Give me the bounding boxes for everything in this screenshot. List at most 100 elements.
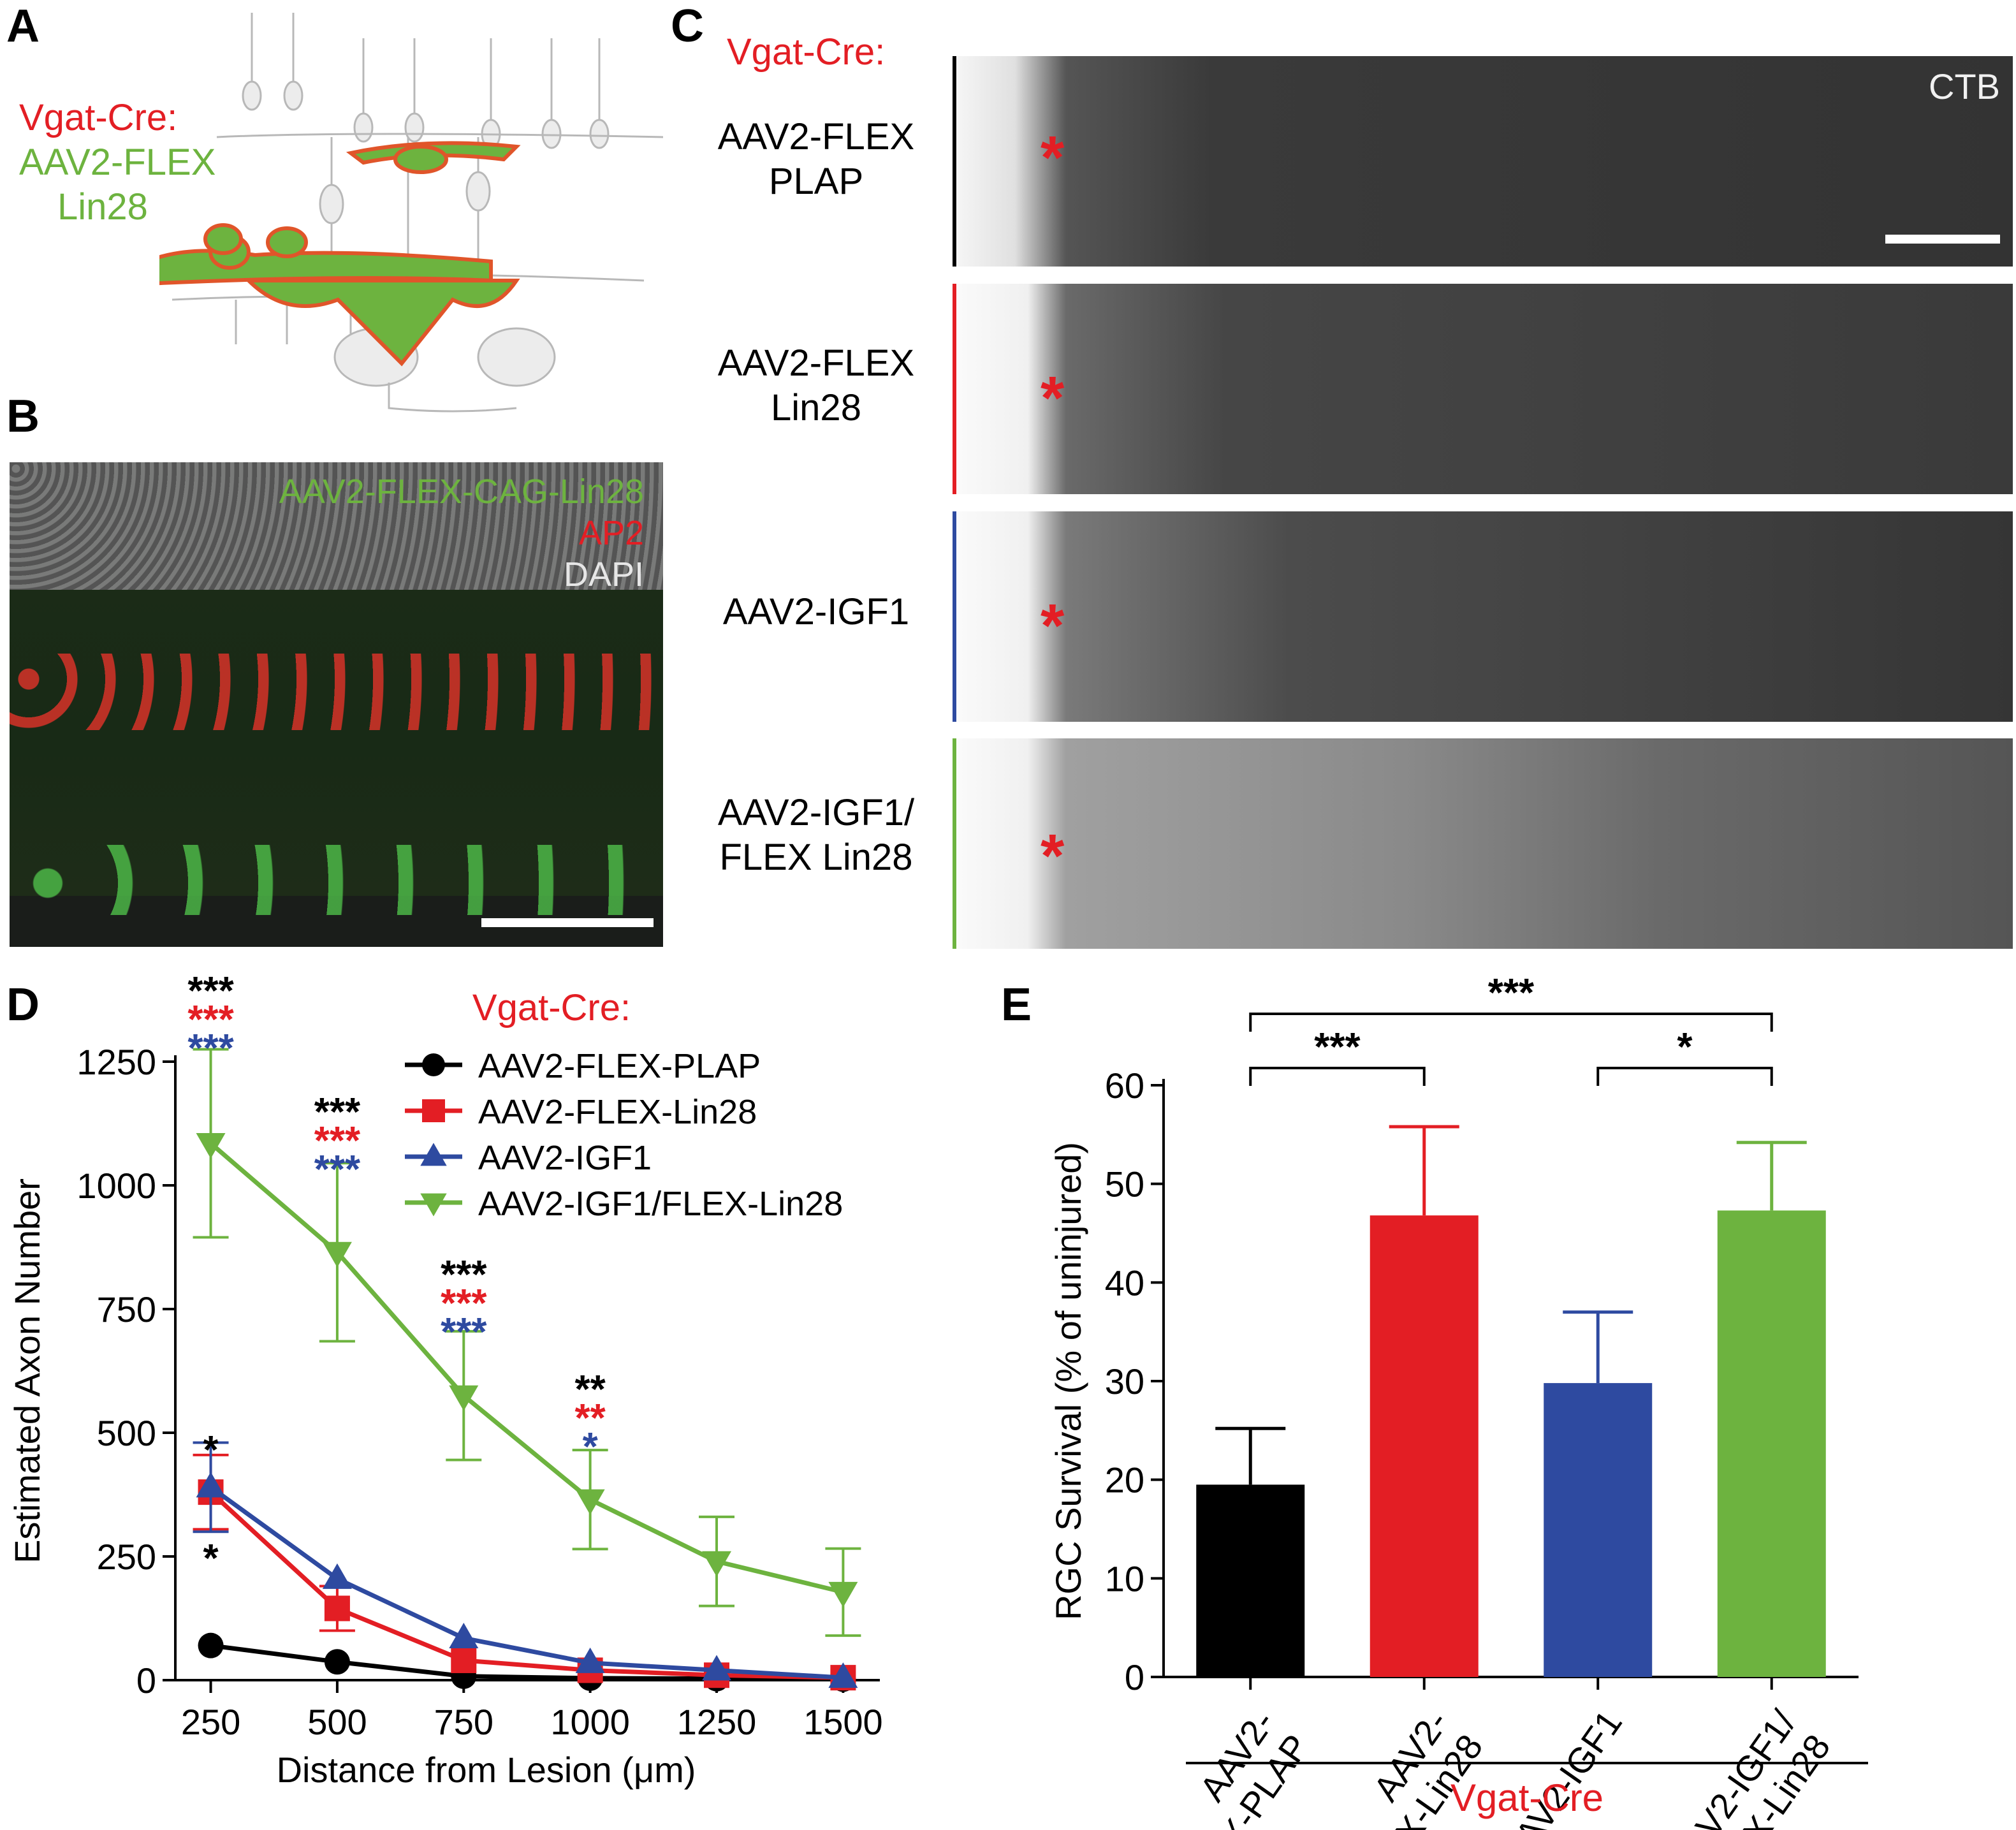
nerve-label-igf1: AAV2-IGF1 — [682, 590, 950, 634]
panel-letter-b: B — [6, 391, 40, 442]
significance-marker: *** — [187, 998, 234, 1042]
panel-letter-a: A — [6, 1, 40, 52]
bar-1 — [1370, 1215, 1479, 1677]
nerve-row-bar-lin28 — [953, 284, 956, 494]
retina-micrograph: AAV2-FLEX-CAG-Lin28 AP2 DAPI — [10, 462, 663, 947]
y-tick-label: 30 — [1105, 1361, 1144, 1402]
data-point — [702, 1655, 732, 1681]
series-line — [209, 1490, 844, 1680]
data-point — [828, 1662, 858, 1688]
nerve-label-combo-line1: AAV2-IGF1/ — [717, 792, 915, 833]
x-tick-label: 1250 — [677, 1702, 757, 1742]
x-tick-label: 750 — [434, 1702, 493, 1742]
significance-marker: *** — [314, 1090, 361, 1134]
data-point — [198, 1632, 224, 1658]
y-axis-label: RGC Survival (% of uninjured) — [1048, 1142, 1088, 1620]
data-point — [575, 1647, 605, 1673]
stain-label: CTB — [1929, 66, 2000, 106]
significance-marker: * — [203, 1537, 219, 1581]
rgc-survival-chart: 0 10 20 30 40 50 60 RGC Survival (% of uninjure… — [1048, 976, 1868, 1830]
panel-letter-d: D — [6, 979, 40, 1030]
nerve-row-bar-plap — [953, 56, 956, 267]
data-point — [828, 1581, 858, 1607]
dapi-nuclear-layer — [10, 462, 663, 590]
significance-marker: *** — [441, 1282, 487, 1326]
y-tick-label: 50 — [1105, 1164, 1144, 1204]
series-line — [210, 1643, 844, 1681]
amacrine-cells-highlight — [159, 141, 521, 367]
lesion-asterisk-lin28: * — [1041, 364, 1065, 432]
nerve-label-lin28-line2: Lin28 — [771, 387, 861, 428]
significance-bracket — [1249, 1013, 1773, 1032]
legend-marker — [422, 1053, 445, 1076]
panel-letter-c: C — [671, 1, 704, 52]
legend-label: AAV2-FLEX-Lin28 — [478, 1093, 757, 1131]
panel-letter-e: E — [1001, 979, 1032, 1030]
significance-marker: *** — [441, 1310, 487, 1354]
significance-marker: *** — [314, 1148, 361, 1192]
ganglion-layer — [10, 845, 663, 915]
x-tick-label: 1000 — [550, 1702, 630, 1742]
series-line — [209, 1141, 844, 1595]
bar-0 — [1196, 1484, 1305, 1677]
y-tick-label: 40 — [1105, 1263, 1144, 1303]
x-tick-label: 1500 — [803, 1702, 883, 1742]
lesion-asterisk-igf1: * — [1041, 592, 1065, 660]
nerve-label-combo-line2: FLEX Lin28 — [719, 837, 913, 878]
y-tick-label: 60 — [1105, 1065, 1144, 1106]
x-tick-label: 250 — [181, 1702, 240, 1742]
label-ap2: AP2 — [578, 514, 644, 552]
label-lin28: AAV2-FLEX-CAG-Lin28 — [279, 472, 644, 511]
data-point — [575, 1489, 605, 1515]
nerve-image-lin28: * — [958, 284, 2013, 494]
nerve-scale-bar — [1885, 235, 2000, 244]
y-tick-label: 0 — [1125, 1657, 1144, 1697]
retina-schematic — [159, 13, 664, 413]
panel-a-labels: Vgat-Cre: AAV2-FLEX Lin28 — [19, 96, 255, 230]
panel-c-header: Vgat-Cre: — [727, 31, 886, 73]
photoreceptor-layer — [172, 13, 664, 413]
data-point — [322, 1563, 352, 1589]
lesion-asterisk-plap: * — [1041, 124, 1065, 192]
nerve-label-lin28-line1: AAV2-FLEX — [717, 342, 915, 384]
nerve-label-igf1-line1: AAV2-IGF1 — [722, 591, 910, 633]
nerve-row-bar-combo — [953, 738, 956, 949]
data-point — [451, 1647, 477, 1673]
legend-label: AAV2-IGF1 — [478, 1139, 652, 1177]
data-point — [324, 1595, 350, 1621]
series-line — [209, 1485, 844, 1680]
cell-layer — [10, 654, 663, 730]
significance-marker: *** — [187, 1027, 234, 1071]
y-tick-label: 0 — [136, 1660, 156, 1701]
y-tick-label: 1000 — [77, 1166, 156, 1206]
panel-a-line3: Lin28 — [57, 186, 148, 228]
label-dapi: DAPI — [563, 555, 644, 594]
legend-title: Vgat-Cre: — [472, 987, 631, 1028]
significance-label: *** — [1488, 976, 1535, 1015]
data-point — [702, 1551, 732, 1577]
legend-label: AAV2-IGF1/FLEX-Lin28 — [478, 1185, 843, 1223]
nerve-label-combo: AAV2-IGF1/ FLEX Lin28 — [682, 791, 950, 880]
significance-marker: *** — [187, 976, 234, 1013]
panel-a-line1: Vgat-Cre: — [19, 97, 178, 138]
nerve-label-lin28: AAV2-FLEX Lin28 — [682, 341, 950, 430]
nerve-label-plap-line1: AAV2-FLEX — [717, 116, 915, 157]
data-point — [322, 1241, 352, 1268]
significance-marker: * — [583, 1425, 599, 1469]
series-AAV2-FLEX-PLAP — [198, 1632, 856, 1692]
nerve-label-plap: AAV2-FLEX PLAP — [682, 115, 950, 204]
legend-marker — [420, 1143, 447, 1166]
y-axis-label: Estimated Axon Number — [7, 1178, 47, 1563]
significance-marker: * — [203, 1428, 219, 1472]
nerve-row-bar-igf1 — [953, 511, 956, 722]
bar-3 — [1717, 1210, 1826, 1677]
bar-2 — [1544, 1383, 1653, 1677]
y-tick-label: 20 — [1105, 1460, 1144, 1500]
x-axis-label: Distance from Lesion (μm) — [277, 1750, 696, 1790]
y-tick-label: 10 — [1105, 1558, 1144, 1599]
group-label: Vgat-Cre — [1450, 1776, 1603, 1819]
y-tick-label: 500 — [97, 1413, 156, 1453]
legend: Vgat-Cre: AAV2-FLEX-PLAP AAV2-FLEX-Lin28 AA… — [405, 987, 843, 1223]
significance-marker: ** — [575, 1368, 606, 1412]
category-label: AAV2-FLEX-PLAP — [1173, 1703, 1317, 1830]
